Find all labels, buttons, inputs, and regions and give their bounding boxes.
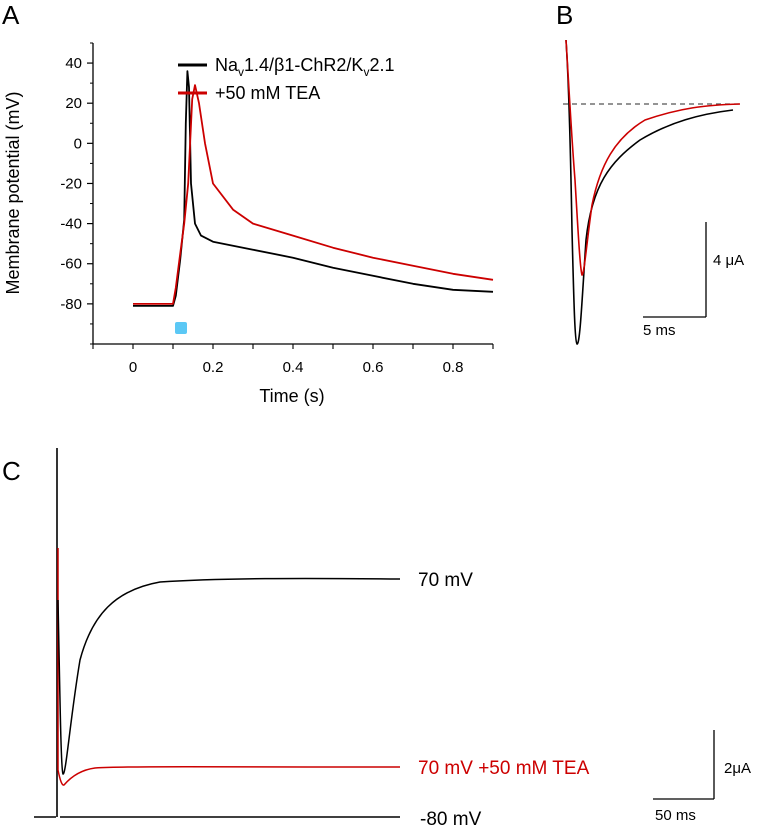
- y-tick-label: -40: [60, 216, 82, 233]
- trace-tea-c: [57, 548, 401, 786]
- trace-control-c: [57, 577, 401, 775]
- legend: Nav1.4/β1-ChR2/Kv2.1 +50 mM TEA: [178, 55, 394, 103]
- trace-label-70mv-tea: 70 mV +50 mM TEA: [418, 758, 590, 779]
- x-tick-label: 0.2: [203, 359, 224, 376]
- trace-tea-b: [565, 39, 741, 276]
- x-axis: 0 0.2 0.4 0.6 0.8: [92, 343, 494, 376]
- y-axis: 40 20 0 -20 -40 -60 -80: [60, 42, 94, 345]
- panel-label-c: C: [2, 456, 21, 486]
- y-tick-label: 40: [65, 55, 82, 72]
- y-tick-label: -60: [60, 256, 82, 273]
- y-tick-label: -20: [60, 175, 82, 192]
- scale-label-current-c: 2μA: [724, 760, 751, 777]
- trace-control-b: [565, 39, 734, 345]
- trace-label-70mv: 70 mV: [418, 570, 473, 591]
- scale-label-current: 4 μA: [713, 252, 744, 269]
- light-stimulus-marker: [175, 321, 187, 334]
- trace-label-minus80mv: -80 mV: [420, 809, 482, 830]
- x-tick-label: 0.6: [363, 359, 384, 376]
- x-axis-title: Time (s): [259, 386, 324, 406]
- panel-label-b: B: [556, 0, 573, 30]
- panel-label-a: A: [2, 0, 20, 30]
- panel-c: C 70 mV 70 mV +50 mM TEA -80 mV 2μA 50 m…: [2, 448, 751, 830]
- panel-a: A 40 20 0 -20 -40 -60 -80 0 0.2 0.4 0.6 0.8 Membra…: [2, 0, 494, 406]
- legend-label-control: Nav1.4/β1-ChR2/Kv2.1: [215, 55, 394, 79]
- scale-label-time: 5 ms: [643, 322, 676, 339]
- trace-tea: [133, 84, 494, 305]
- panel-b: B 4 μA 5 ms: [556, 0, 744, 345]
- x-tick-label: 0.8: [443, 359, 464, 376]
- scale-label-time-c: 50 ms: [655, 807, 696, 824]
- legend-label-tea: +50 mM TEA: [215, 83, 320, 103]
- x-tick-label: 0.4: [283, 359, 304, 376]
- x-tick-label: 0: [129, 359, 137, 376]
- y-axis-title: Membrane potential (mV): [3, 91, 23, 294]
- y-tick-label: 20: [65, 95, 82, 112]
- traces: [133, 70, 494, 334]
- y-tick-label: -80: [60, 296, 82, 313]
- y-tick-label: 0: [74, 135, 82, 152]
